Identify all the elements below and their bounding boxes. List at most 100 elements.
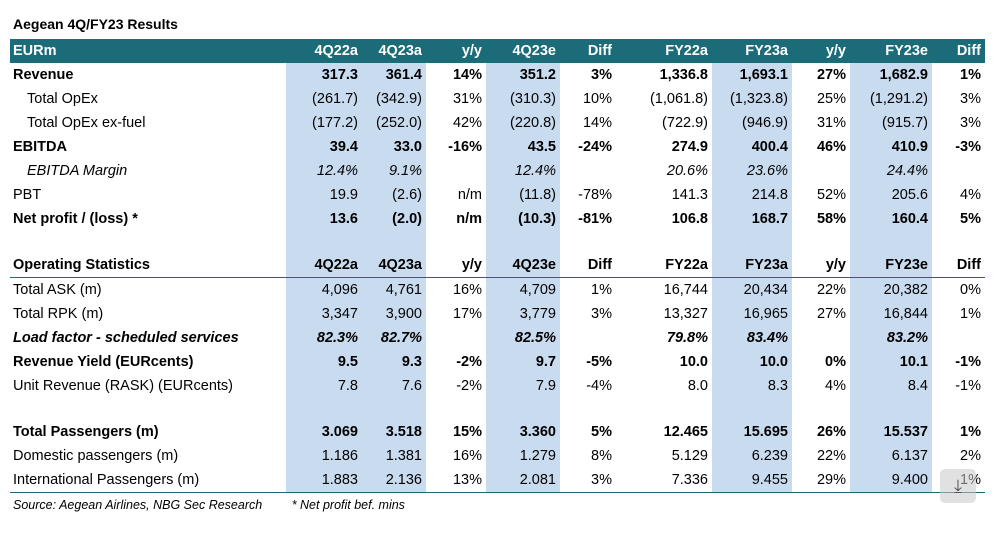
table-cell: 3,347 xyxy=(286,302,362,326)
table-cell: Diff xyxy=(560,39,616,63)
table-cell: (2.6) xyxy=(362,183,426,207)
table-cell: 79.8% xyxy=(666,330,708,346)
table-row: International Passengers (m) 1.883 2.136 13… xyxy=(10,468,985,493)
table-cell: 24.4% xyxy=(850,159,932,183)
table-cell xyxy=(286,231,362,253)
table-cell: 168.7 xyxy=(712,207,792,231)
row-label: EBITDA xyxy=(13,139,67,155)
table-cell xyxy=(486,398,560,420)
row-label: Operating Statistics xyxy=(10,253,286,278)
table-cell: 5.129 xyxy=(671,448,708,464)
table-cell: 15.695 xyxy=(712,420,792,444)
row-label: Unit Revenue (RASK) (EURcents) xyxy=(13,378,233,394)
row-label: Total Passengers (m) xyxy=(13,424,159,440)
table-cell: 3% xyxy=(591,306,612,322)
table-cell: (722.9) xyxy=(662,115,708,131)
table-cell: 3,900 xyxy=(362,302,426,326)
table-cell: 1,693.1 xyxy=(712,63,792,87)
table-cell: 4,761 xyxy=(362,277,426,302)
page-title: Aegean 4Q/FY23 Results xyxy=(13,16,178,32)
table-cell: 1,336.8 xyxy=(659,67,708,83)
table-cell: 25% xyxy=(816,91,846,107)
table-cell xyxy=(932,159,985,183)
table-cell: -1% xyxy=(955,354,981,370)
table-cell: -2% xyxy=(456,378,482,394)
table-row: EBITDA 39.4 33.0 -16% 43.5 -24% 274.9 400.4 46% 4… xyxy=(10,135,985,159)
table-cell: (310.3) xyxy=(486,87,560,111)
table-cell xyxy=(792,398,850,420)
table-row: Revenue Yield (EURcents) 9.5 9.3 -2% 9.7 -5% 1… xyxy=(10,350,985,374)
table-cell: 4Q23a xyxy=(362,39,426,63)
table-cell: 16,844 xyxy=(850,302,932,326)
table-cell: 2.136 xyxy=(362,468,426,493)
table-cell: -5% xyxy=(586,354,612,370)
table-cell: 2% xyxy=(960,448,981,464)
table-cell: (11.8) xyxy=(486,183,560,207)
table-cell: 160.4 xyxy=(850,207,932,231)
download-button[interactable]: ⤓ xyxy=(940,469,976,503)
source-note: Source: Aegean Airlines, NBG Sec Researc… xyxy=(13,498,263,512)
table-cell: 16% xyxy=(452,448,482,464)
table-cell: 19.9 xyxy=(286,183,362,207)
table-cell: 27% xyxy=(816,67,846,83)
table-cell: 83.4% xyxy=(712,326,792,350)
table-cell: FY23a xyxy=(712,253,792,278)
table-cell: 8.0 xyxy=(687,378,708,394)
table-cell xyxy=(486,231,560,253)
table-cell: 1% xyxy=(960,67,981,83)
table-row: Net profit / (loss) * 13.6 (2.0) n/m (10.3) -… xyxy=(10,207,985,231)
table-cell: 46% xyxy=(816,139,846,155)
row-label: Total RPK (m) xyxy=(13,306,104,322)
table-cell: (220.8) xyxy=(486,111,560,135)
table-cell: 4Q23e xyxy=(486,253,560,278)
table-cell: -1% xyxy=(955,378,981,394)
table-cell: 3.069 xyxy=(286,420,362,444)
table-cell: (1,291.2) xyxy=(850,87,932,111)
table-cell: 3% xyxy=(960,91,981,107)
table-cell: 10.1 xyxy=(850,350,932,374)
table-cell: 23.6% xyxy=(712,159,792,183)
table-cell: 1% xyxy=(960,306,981,322)
table-cell xyxy=(560,326,616,350)
table-row xyxy=(10,231,985,253)
table-cell: n/m xyxy=(456,211,482,227)
table-cell: 4,709 xyxy=(486,277,560,302)
table-cell: 1% xyxy=(591,282,612,298)
table-cell: 4,096 xyxy=(286,277,362,302)
table-cell: 3% xyxy=(960,115,981,131)
table-cell: 12.4% xyxy=(486,159,560,183)
table-cell: 274.9 xyxy=(671,139,708,155)
row-label: Load factor - scheduled services xyxy=(13,330,239,346)
table-cell: 410.9 xyxy=(850,135,932,159)
download-icon: ⤓ xyxy=(954,475,962,496)
table-cell: 3.360 xyxy=(486,420,560,444)
table-cell xyxy=(850,231,932,253)
table-cell xyxy=(712,398,792,420)
table-cell: 1.381 xyxy=(362,444,426,468)
table-cell: 205.6 xyxy=(850,183,932,207)
row-label: Net profit / (loss) * xyxy=(13,211,138,227)
table-cell: 4Q23e xyxy=(486,39,560,63)
table-cell: 12.4% xyxy=(286,159,362,183)
table-cell: 214.8 xyxy=(712,183,792,207)
table-cell: 31% xyxy=(452,91,482,107)
table-cell xyxy=(426,159,486,183)
table-cell: 20,382 xyxy=(850,277,932,302)
table-cell: 3% xyxy=(560,468,616,493)
table-cell: 10% xyxy=(582,91,612,107)
table-cell: 4Q22a xyxy=(286,39,362,63)
table-cell: y/y xyxy=(426,253,486,278)
table-cell xyxy=(616,231,712,253)
table-cell: 82.5% xyxy=(486,326,560,350)
row-label: Total OpEx ex-fuel xyxy=(27,115,146,131)
table-cell: 4Q22a xyxy=(286,253,362,278)
table-cell: 1.883 xyxy=(286,468,362,493)
table-cell xyxy=(560,398,616,420)
table-cell: 52% xyxy=(816,187,846,203)
table-cell: 317.3 xyxy=(286,63,362,87)
row-label: PBT xyxy=(13,187,42,203)
table-cell xyxy=(362,398,426,420)
table-cell: -2% xyxy=(456,354,482,370)
row-label: Total OpEx xyxy=(27,91,98,107)
table-row: Revenue 317.3 361.4 14% 351.2 3% 1,336.8 1,693.… xyxy=(10,63,985,87)
